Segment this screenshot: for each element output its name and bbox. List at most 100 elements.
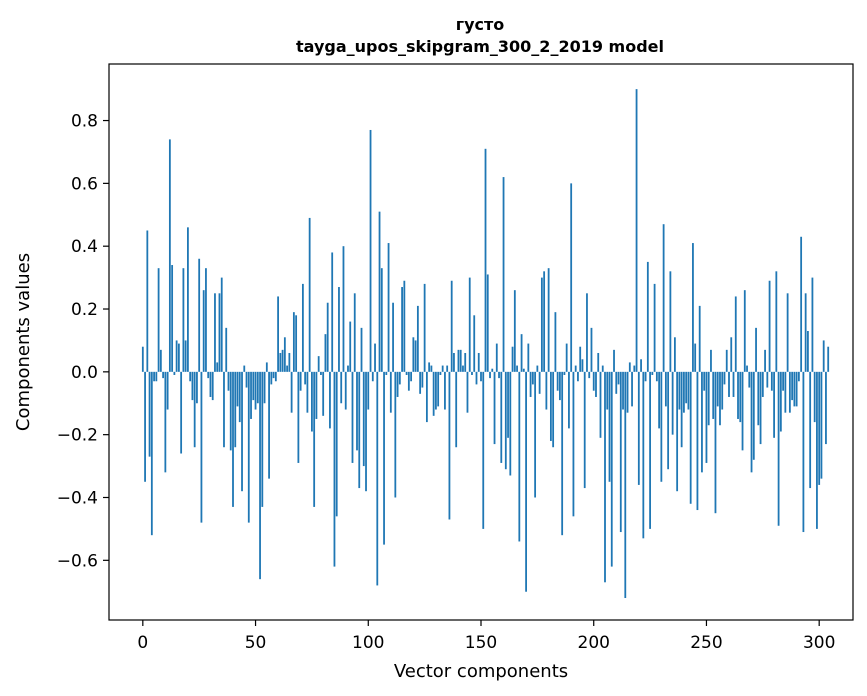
bar	[802, 371, 805, 533]
y-tick-label: 0.6	[71, 174, 98, 194]
bar	[543, 271, 546, 372]
bar	[696, 371, 699, 511]
bar	[462, 365, 464, 372]
bar	[577, 371, 579, 382]
bar	[549, 371, 552, 441]
bar	[552, 371, 555, 448]
bar	[545, 371, 548, 410]
bar	[732, 371, 735, 397]
bar	[371, 371, 374, 382]
bar	[755, 327, 757, 372]
bar	[782, 371, 785, 391]
bar	[703, 371, 706, 391]
bar	[146, 230, 149, 372]
bar	[613, 349, 615, 372]
bar	[279, 352, 282, 372]
bar	[403, 280, 406, 372]
y-tick-label: 0.2	[71, 300, 98, 320]
x-tick-label: 200	[578, 633, 610, 653]
bar	[795, 371, 798, 407]
bar	[177, 343, 180, 372]
bar	[191, 371, 194, 401]
bar	[448, 371, 451, 520]
bar	[439, 371, 442, 375]
bar	[644, 371, 647, 382]
bar	[595, 371, 597, 397]
bar	[141, 346, 144, 372]
bar	[333, 371, 336, 567]
bar	[793, 371, 796, 407]
bar	[256, 371, 259, 404]
bar	[797, 371, 800, 382]
x-axis-ticks: 0 50 100 150 200 250 300	[137, 620, 835, 653]
bar	[518, 371, 521, 542]
x-tick-label: 50	[245, 633, 267, 653]
bar	[200, 371, 203, 523]
bar	[340, 371, 343, 404]
bar	[286, 365, 289, 372]
bar	[214, 293, 216, 372]
bar	[299, 371, 302, 391]
bar	[421, 371, 424, 388]
bar	[498, 371, 500, 379]
y-tick-label: 0.4	[71, 237, 98, 257]
bar	[236, 371, 239, 407]
x-tick-label: 250	[690, 633, 722, 653]
bar	[493, 371, 496, 445]
bar	[180, 371, 183, 454]
bar	[480, 371, 482, 382]
bar	[759, 371, 762, 445]
bar	[164, 371, 167, 473]
bar	[669, 271, 672, 372]
bar	[606, 371, 609, 410]
bar	[507, 371, 509, 438]
y-tick-label: −0.4	[57, 488, 98, 508]
bar	[538, 371, 541, 394]
bar	[705, 371, 708, 463]
bar	[238, 371, 241, 423]
bar	[347, 365, 349, 372]
bar	[272, 371, 275, 379]
bar	[304, 371, 307, 385]
bar	[730, 337, 733, 372]
bar	[554, 312, 557, 372]
y-tick-label: 0.8	[71, 112, 98, 132]
bar	[225, 327, 228, 372]
bar	[592, 371, 595, 391]
bar	[326, 302, 329, 372]
bar	[511, 346, 514, 372]
bar	[820, 371, 823, 479]
bar	[378, 211, 381, 372]
bar	[608, 371, 611, 482]
bar	[615, 371, 618, 394]
bar	[574, 365, 577, 372]
bar	[664, 371, 667, 407]
bar	[387, 243, 390, 372]
bar	[369, 129, 372, 372]
bar	[811, 277, 814, 372]
bar	[259, 371, 261, 580]
bar	[540, 277, 543, 372]
bar	[768, 280, 771, 372]
bar	[159, 349, 162, 372]
bar	[698, 305, 701, 372]
bar	[274, 371, 277, 382]
bar	[770, 371, 773, 391]
bar	[459, 349, 462, 372]
bar	[725, 349, 728, 372]
x-axis-label: Vector components	[394, 661, 568, 682]
bar	[349, 321, 352, 372]
bar	[435, 371, 437, 410]
bar	[268, 371, 270, 479]
bar	[313, 371, 316, 507]
bar	[144, 371, 146, 482]
bar	[513, 290, 516, 372]
bar	[800, 236, 803, 372]
bar	[292, 312, 295, 372]
bar	[734, 296, 737, 372]
bar	[437, 371, 440, 407]
bar	[707, 371, 710, 426]
bar	[579, 346, 582, 372]
bar	[338, 287, 340, 372]
bar	[741, 371, 744, 451]
